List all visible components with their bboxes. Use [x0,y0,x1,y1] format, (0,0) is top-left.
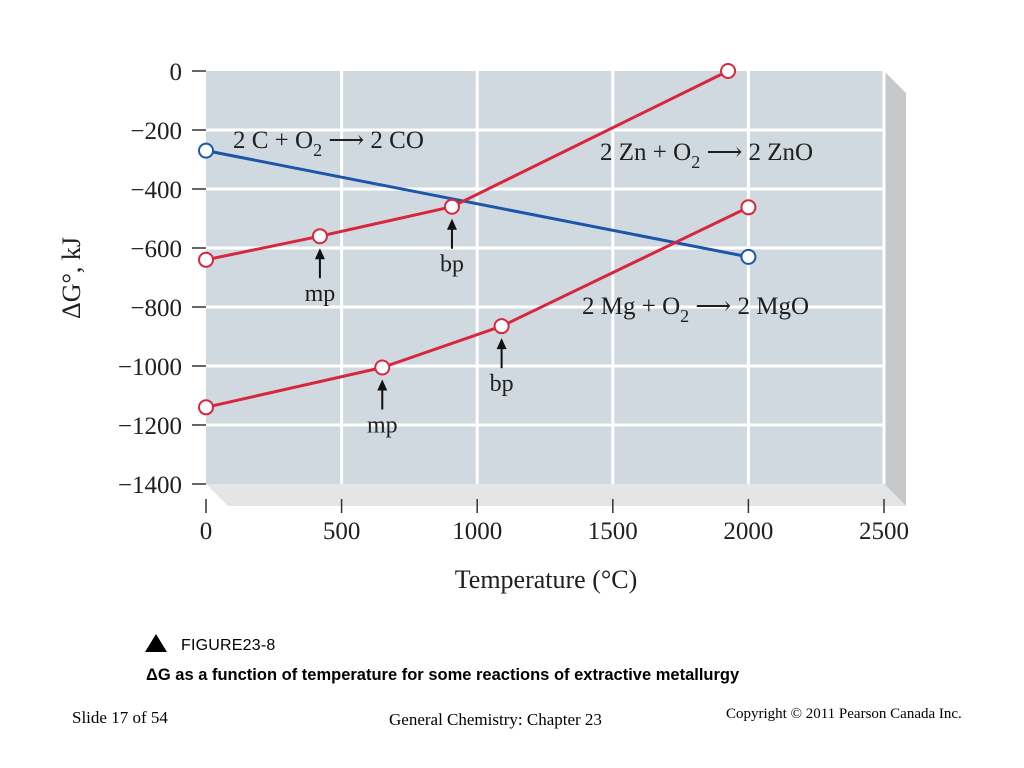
annotation-label-bp: bp [440,252,464,278]
annotation-arrow-head [446,218,457,230]
reaction-label-zno: 2 Zn + O2 ⟶ 2 ZnO [600,139,813,172]
reaction-label-mgo-pre: 2 Mg + O [582,293,680,320]
figure-caption: FIGURE23-8 [145,634,275,655]
x-tick-label: 2000 [723,518,773,545]
annotations: mp bp mp bp [305,218,514,438]
chart: 0 −200 −400 −600 −800 −1000 −1200 −1400 0 500 1000… [57,59,909,594]
annotation-arrow-head [314,248,325,260]
annotation-label-bp: bp [490,371,514,397]
data-point-marker [198,251,214,268]
reaction-label-co: 2 C + O2 ⟶ 2 CO [233,127,424,160]
x-axis-title: Temperature (°C) [455,565,638,594]
data-point-marker [740,248,757,265]
data-point-marker [374,359,391,376]
y-tick-label: 0 [170,59,183,86]
y-axis-title: ΔG°, kJ [57,237,86,319]
reaction-label-co-sub: 2 [313,140,322,160]
x-tick-label: 500 [323,518,361,545]
data-point-marker [740,199,757,216]
y-tick-label: −400 [130,177,182,204]
figure-description: ΔG as a function of temperature for some… [146,666,740,684]
data-point-marker [198,399,214,416]
point-markers [198,63,757,416]
data-point-marker [493,318,510,335]
y-tick-label: −600 [130,236,182,263]
copyright-notice: Copyright © 2011 Pearson Canada Inc. [726,706,962,722]
y-tick-label: −1400 [118,472,182,499]
data-point-marker [720,63,737,79]
figure-label: FIGURE23-8 [181,637,276,654]
series-line-0 [205,149,749,259]
axes: 0 −200 −400 −600 −800 −1000 −1200 −1400 0 500 1000… [118,59,909,545]
series-lines [205,69,750,409]
reaction-label-zno-post: ⟶ 2 ZnO [700,139,813,166]
x-tick-label: 0 [200,518,213,545]
x-tick-label: 1000 [452,518,502,545]
reaction-label-mgo: 2 Mg + O2 ⟶ 2 MgO [582,293,809,326]
triangle-up-icon [145,634,167,652]
data-point-marker [198,142,214,159]
y-tick-label: −200 [130,118,182,145]
reaction-label-mgo-post: ⟶ 2 MgO [689,293,809,320]
course-title: General Chemistry: Chapter 23 [389,710,602,729]
slide-number: Slide 17 of 54 [72,708,168,727]
annotation-arrow-head [496,338,507,350]
data-point-marker [311,228,328,245]
reaction-label-zno-sub: 2 [691,152,700,172]
annotation-label-mp: mp [367,412,398,438]
reaction-label-mgo-sub: 2 [680,306,689,326]
floor-panel [206,484,906,506]
annotation-arrow-head [377,379,388,391]
y-tick-label: −1200 [118,413,182,440]
series-line-2 [205,205,750,409]
y-tick-label: −1000 [118,354,182,381]
reaction-label-zno-pre: 2 Zn + O [600,139,691,166]
y-tick-label: −800 [130,295,182,322]
reaction-label-co-pre: 2 C + O [233,127,313,154]
annotation-label-mp: mp [305,281,336,307]
x-tick-label: 2500 [859,518,909,545]
grid-lines [206,71,886,484]
series-line-1 [205,69,729,262]
side-panel [884,71,906,506]
x-tick-label: 1500 [588,518,638,545]
data-point-marker [443,198,460,215]
reaction-label-co-post: ⟶ 2 CO [322,127,424,154]
